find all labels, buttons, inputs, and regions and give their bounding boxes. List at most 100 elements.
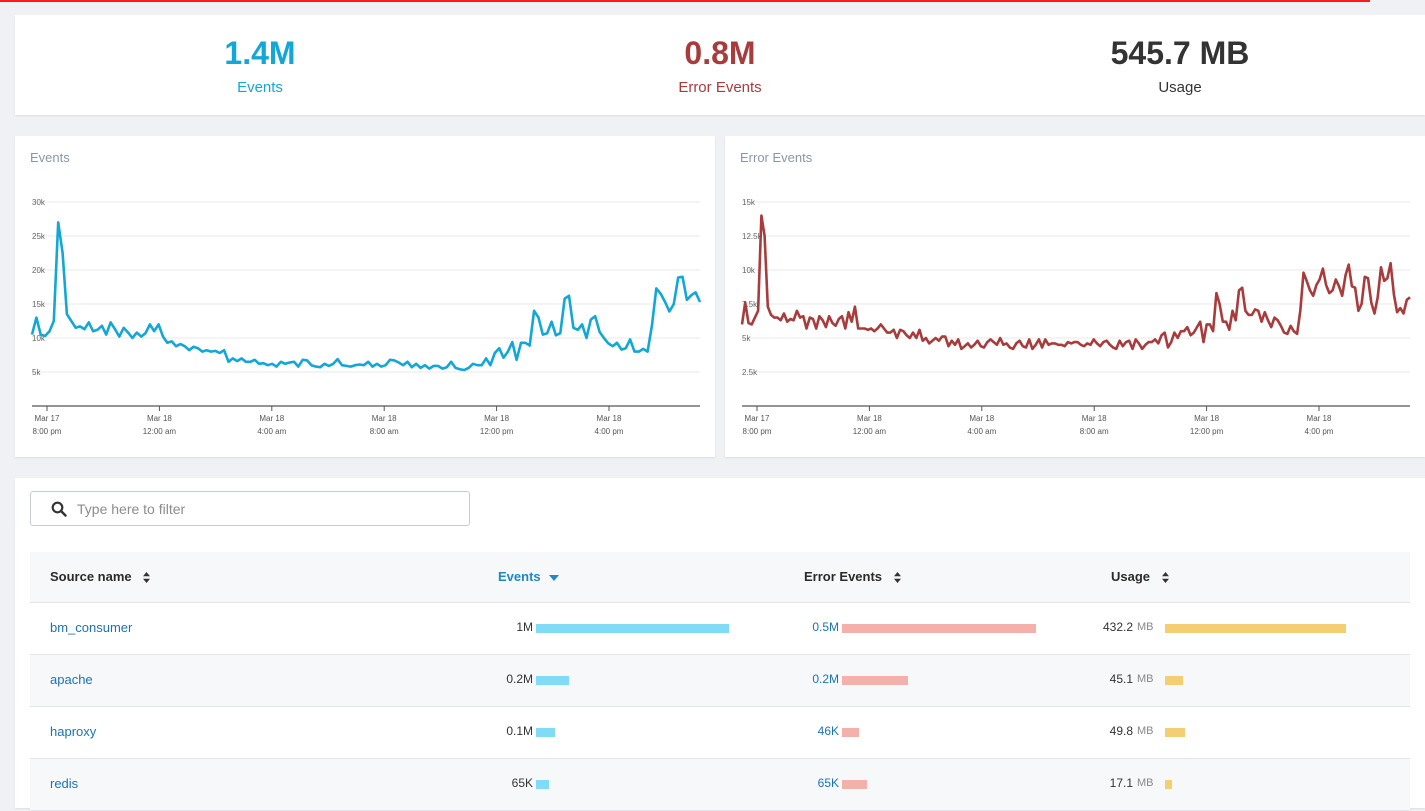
y-tick-label: 5k — [742, 334, 751, 343]
source-link[interactable]: redis — [50, 776, 79, 791]
x-tick-label: Mar 18 — [372, 414, 397, 423]
header-usage-label: Usage — [1111, 569, 1151, 584]
error-events-chart-card: Error Events 2.5k 5k 7.5k 10k 12.5k 15k Mar 17… — [725, 136, 1425, 457]
x-tick-label: Mar 18 — [484, 414, 509, 423]
y-tick-label: 25k — [32, 232, 46, 241]
x-tick-label: 12:00 am — [853, 427, 887, 436]
x-tick-label: 12:00 am — [143, 427, 177, 436]
x-tick-label: Mar 18 — [1194, 414, 1219, 423]
events-bar — [536, 624, 729, 633]
y-tick-label: 20k — [32, 266, 46, 275]
error-events-value[interactable]: 65K — [817, 776, 839, 790]
error-events-bar — [842, 728, 859, 737]
header-error-events-label: Error Events — [804, 569, 883, 584]
events-value: 0.2M — [506, 672, 533, 686]
series-line — [740, 214, 1411, 351]
usage-value: 45.1 — [1109, 672, 1133, 686]
x-tick-label: 4:00 am — [257, 427, 286, 436]
summary-events: 1.4M Events — [110, 33, 410, 96]
summary-usage-label: Usage — [1158, 79, 1202, 96]
events-bar — [536, 780, 549, 789]
error-events-chart-title: Error Events — [740, 150, 813, 165]
sort-icon — [143, 572, 151, 584]
usage-value: 17.1 — [1109, 776, 1133, 790]
source-link[interactable]: haproxy — [50, 724, 97, 739]
x-tick-label: Mar 18 — [259, 414, 284, 423]
sort-icon — [893, 572, 901, 584]
x-tick-label: 8:00 am — [370, 427, 399, 436]
caret-down-icon — [549, 574, 560, 581]
x-tick-label: 8:00 pm — [33, 427, 62, 436]
y-tick-label: 2.5k — [742, 368, 758, 377]
events-value: 1M — [516, 620, 533, 634]
filter-input[interactable] — [75, 493, 459, 524]
x-tick-label: 12:00 pm — [480, 427, 514, 436]
usage-unit: MB — [1137, 777, 1154, 789]
error-events-bar — [842, 676, 908, 685]
events-bar — [536, 676, 569, 685]
table-row[interactable]: bm_consumer 1M 0.5M 432.2 MB — [30, 603, 1410, 655]
usage-unit: MB — [1137, 725, 1154, 737]
x-tick-label: 8:00 am — [1080, 427, 1109, 436]
source-link[interactable]: apache — [50, 672, 93, 687]
events-chart-title: Events — [30, 150, 70, 165]
y-tick-label: 7.5k — [742, 300, 758, 309]
filter-box[interactable] — [30, 491, 470, 526]
summary-errors-value: 0.8M — [684, 35, 756, 71]
table-row[interactable]: apache 0.2M 0.2M 45.1 MB — [30, 655, 1410, 707]
sort-icon — [1161, 572, 1169, 584]
events-chart-card: Events 5k 10k 15k 20k 25k 30k Mar 17 8:00 pm Mar… — [15, 136, 715, 457]
series-line — [30, 221, 702, 372]
x-tick-label: Mar 17 — [745, 414, 770, 423]
x-tick-label: 8:00 pm — [743, 427, 772, 436]
events-value: 65K — [511, 776, 533, 790]
error-events-bar — [842, 780, 867, 789]
header-events-label: Events — [498, 569, 541, 584]
usage-bar — [1165, 780, 1172, 789]
usage-bar — [1165, 624, 1346, 633]
error-events-value[interactable]: 0.2M — [812, 672, 839, 686]
x-tick-label: Mar 18 — [1307, 414, 1332, 423]
summary-errors-label: Error Events — [678, 79, 762, 96]
table-header: Source name Events Error Events Usage — [30, 552, 1410, 603]
y-tick-label: 12.5k — [742, 232, 763, 241]
usage-unit: MB — [1137, 621, 1154, 633]
y-tick-label: 15k — [32, 300, 46, 309]
error-events-chart[interactable]: 2.5k 5k 7.5k 10k 12.5k 15k Mar 17 8:00 pm Mar 18… — [725, 136, 1425, 457]
usage-unit: MB — [1137, 673, 1154, 685]
events-value: 0.1M — [506, 724, 533, 738]
source-link[interactable]: bm_consumer — [50, 620, 133, 635]
usage-value: 432.2 — [1102, 620, 1133, 634]
error-events-value[interactable]: 0.5M — [812, 620, 839, 634]
usage-bar — [1165, 676, 1183, 685]
summary-usage: 545.7 MB Usage — [1030, 33, 1330, 96]
error-events-value[interactable]: 46K — [817, 724, 839, 738]
usage-value: 49.8 — [1109, 724, 1133, 738]
x-tick-label: Mar 18 — [969, 414, 994, 423]
y-tick-label: 30k — [32, 198, 46, 207]
y-tick-label: 10k — [32, 334, 46, 343]
x-tick-label: 4:00 am — [967, 427, 996, 436]
x-tick-label: Mar 18 — [1082, 414, 1107, 423]
x-tick-label: Mar 18 — [597, 414, 622, 423]
x-tick-label: Mar 18 — [147, 414, 172, 423]
events-bar — [536, 728, 555, 737]
events-chart[interactable]: 5k 10k 15k 20k 25k 30k Mar 17 8:00 pm Mar 18 12:0… — [15, 136, 715, 457]
table-row[interactable]: haproxy 0.1M 46K 49.8 MB — [30, 707, 1410, 759]
header-source-name[interactable]: Source name — [50, 569, 151, 584]
top-accent-line — [0, 0, 1370, 2]
summary-usage-value: 545.7 MB — [1110, 35, 1250, 71]
sources-table-card: Source name Events Error Events Usage bm… — [15, 478, 1425, 811]
header-source-name-label: Source name — [50, 569, 132, 584]
header-error-events[interactable]: Error Events — [804, 569, 901, 584]
x-tick-label: 4:00 pm — [595, 427, 624, 436]
summary-card: 1.4M Events 0.8M Error Events 545.7 MB U… — [15, 15, 1425, 115]
x-tick-label: 12:00 pm — [1190, 427, 1224, 436]
header-usage[interactable]: Usage — [1111, 569, 1169, 584]
x-tick-label: 4:00 pm — [1305, 427, 1334, 436]
x-tick-label: Mar 17 — [35, 414, 60, 423]
summary-errors: 0.8M Error Events — [570, 33, 870, 96]
y-tick-label: 10k — [742, 266, 756, 275]
header-events[interactable]: Events — [498, 569, 560, 584]
table-row[interactable]: redis 65K 65K 17.1 MB — [30, 759, 1410, 811]
